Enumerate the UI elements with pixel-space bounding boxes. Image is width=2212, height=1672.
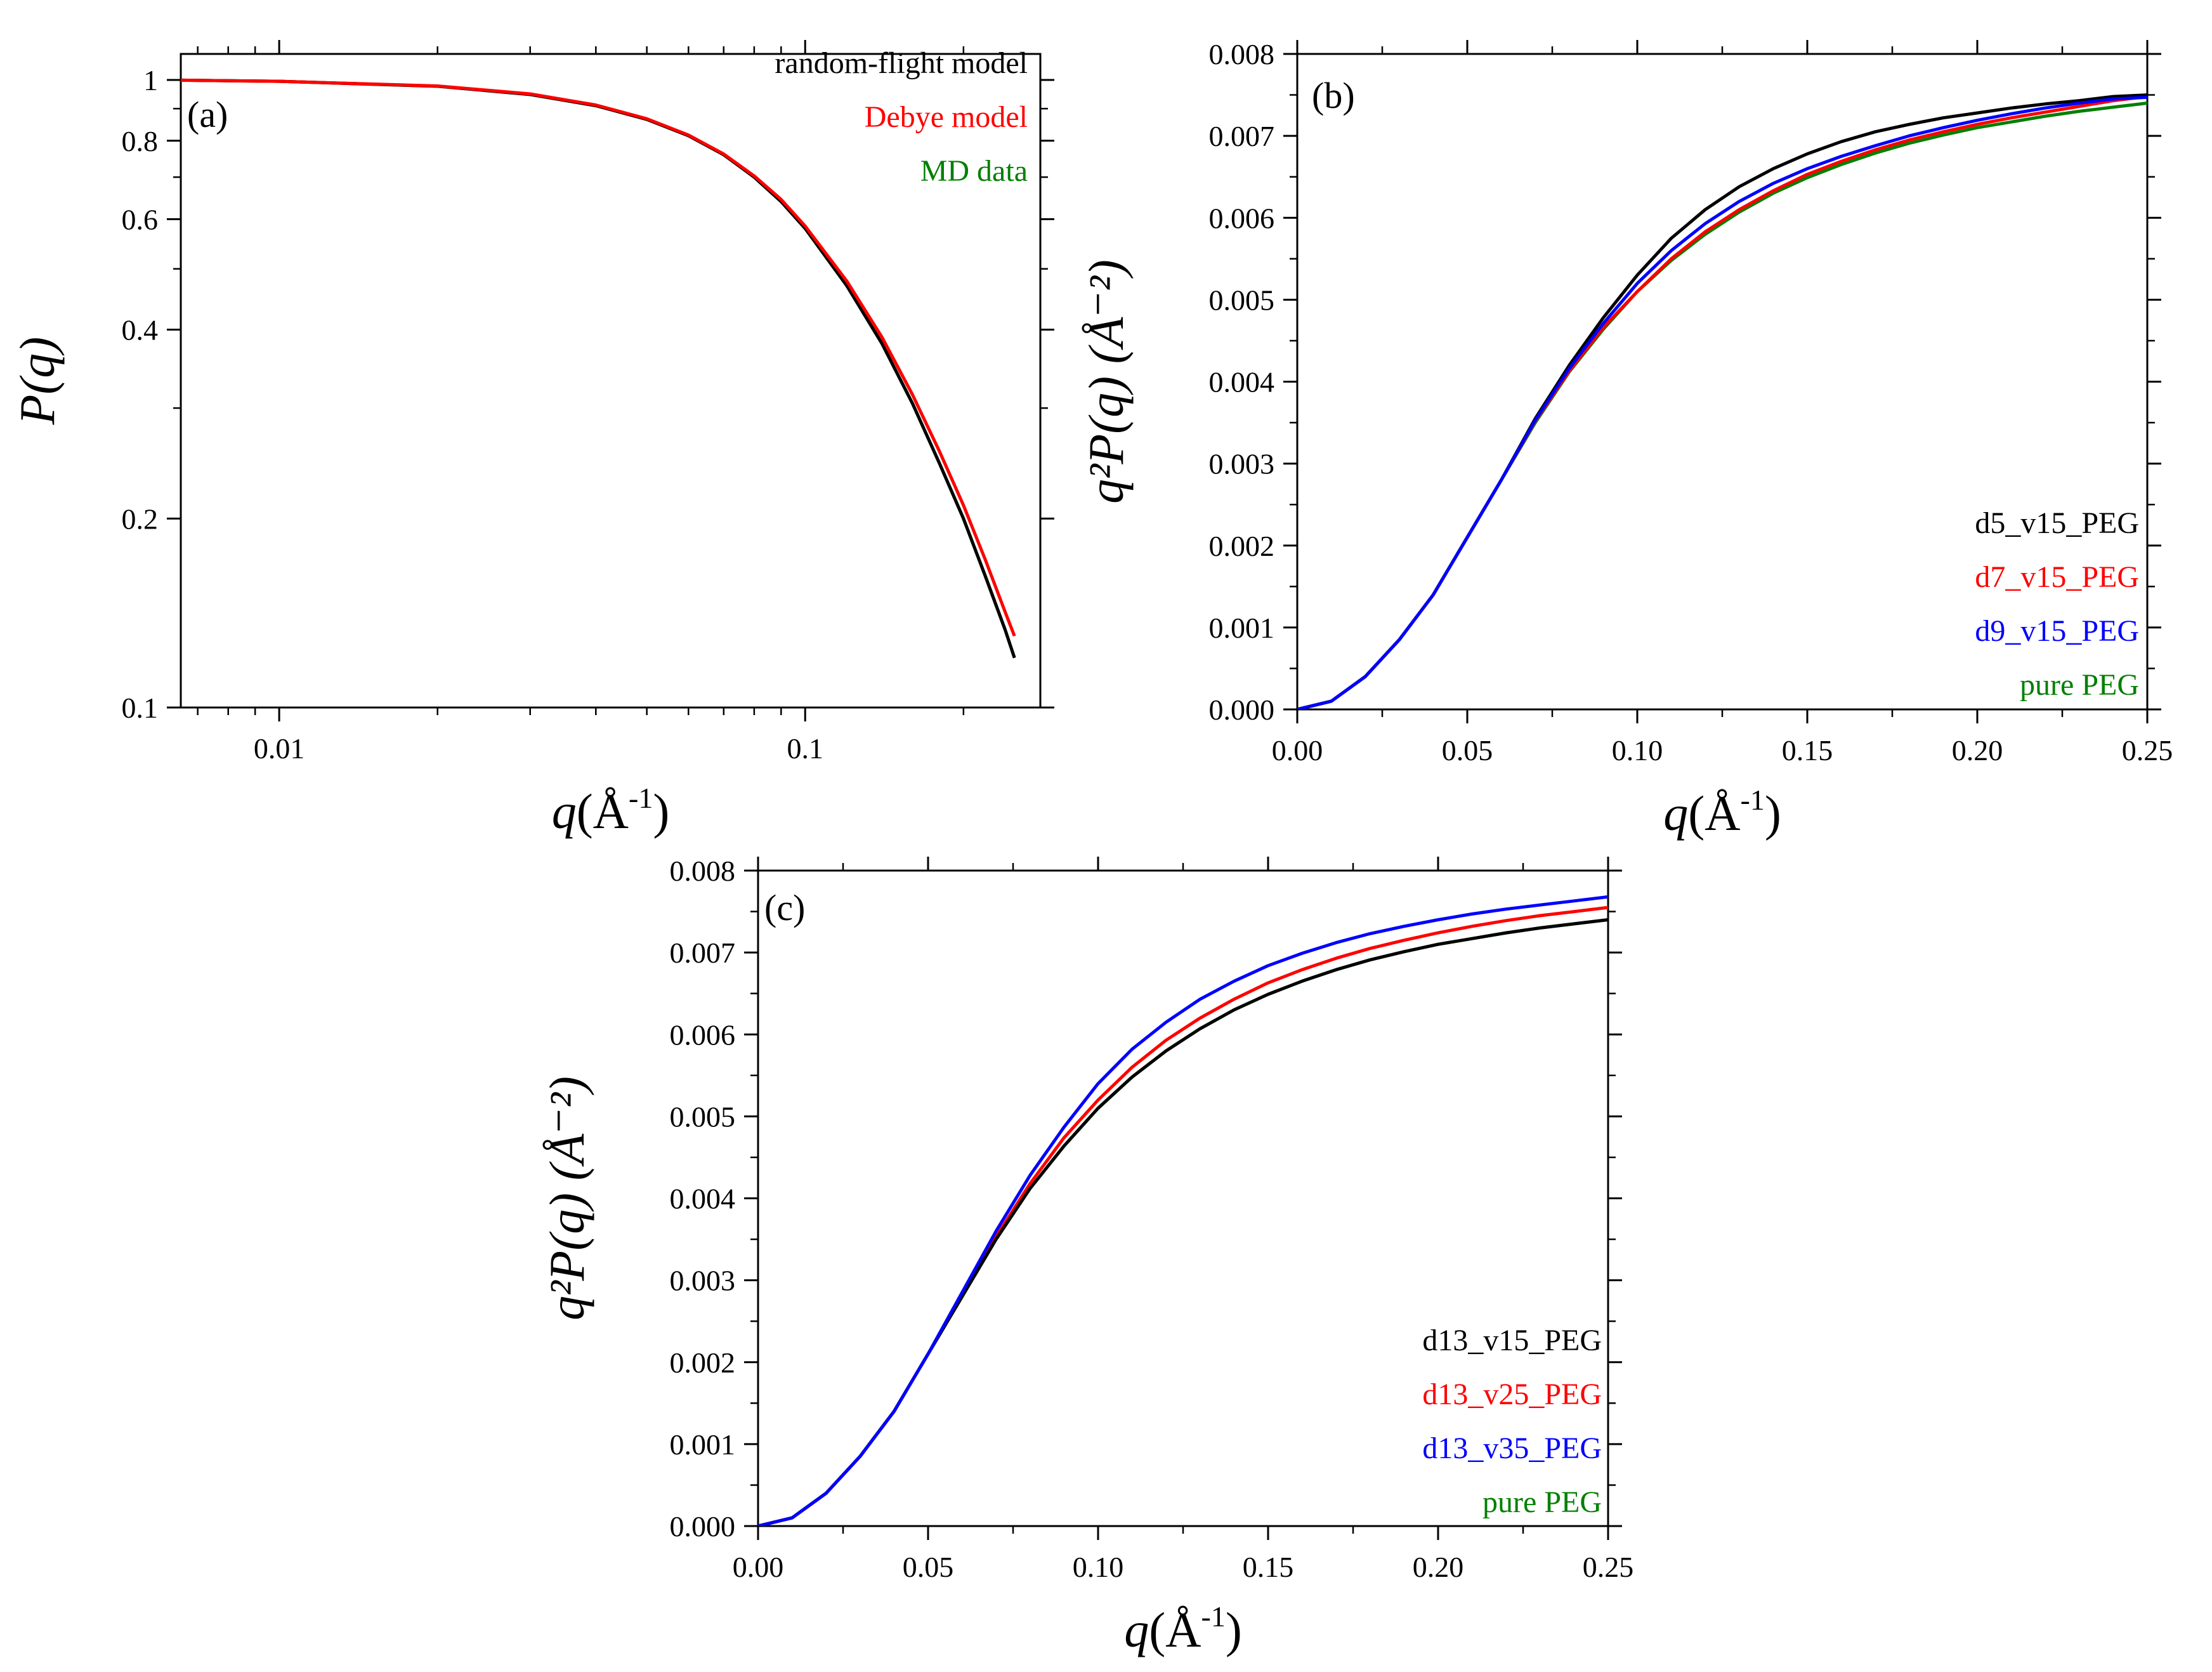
y-tick-label: 0.006 (1209, 202, 1275, 234)
y-tick-label: 0.005 (1209, 284, 1275, 316)
x-tick-label: 0.15 (1243, 1551, 1294, 1583)
legend-entry: pure PEG (2020, 668, 2139, 702)
x-tick-label: 0.05 (1442, 734, 1493, 767)
y-tick-label: 0.1 (122, 692, 159, 724)
y-tick-label: 0.006 (670, 1018, 736, 1051)
series-line-md-data (181, 78, 1016, 659)
series-line-random-flight-model (181, 78, 1016, 659)
y-axis-title: q²P(q) (Å⁻²) (1078, 260, 1134, 504)
y-tick-label: 0.6 (122, 203, 159, 235)
panel-label: (b) (1312, 75, 1355, 116)
x-tick-label: 0.10 (1073, 1551, 1124, 1583)
panel-label: (a) (187, 94, 228, 135)
x-tick-label: 0.1 (787, 732, 823, 765)
legend-entry: MD data (920, 154, 1028, 188)
x-tick-label: 0.25 (2122, 734, 2173, 767)
panel-c: 0.00 0.05 0.10 0.15 0.20 0.25 0.000 0.001 0.002 0… (539, 855, 1633, 1657)
panel-label: (c) (764, 887, 805, 928)
x-axis-title-sup: -1 (629, 782, 653, 814)
y-tick-label: 0.007 (670, 937, 736, 969)
x-axis-title: q(Å-1) (1124, 1600, 1242, 1657)
y-tick-label: 0.2 (122, 503, 159, 535)
legend-entry: d7_v15_PEG (1975, 560, 2139, 594)
y-tick-label: 0.002 (670, 1346, 736, 1379)
series-line-debye-model (181, 78, 1016, 637)
x-axis-title-close: ) (1226, 1602, 1242, 1657)
x-tick-label: 0.00 (1272, 734, 1323, 767)
y-axis-title: P(q) (10, 337, 65, 426)
plot-frame-c (757, 869, 1609, 1527)
y-tick-label: 0.003 (1209, 448, 1275, 480)
plot-frame-b (1296, 53, 2149, 711)
y-axis-title: q²P(q) (Å⁻²) (539, 1076, 594, 1320)
y-tick-label: 0.004 (1209, 366, 1275, 398)
x-axis-title-close: ) (653, 784, 669, 839)
panel-a: 0.01 0.1 1 0.8 0.6 0.4 0.2 0.1 (a) random-flight … (10, 40, 1054, 839)
x-axis-title-sup: -1 (1741, 784, 1765, 816)
x-axis-title: q(Å-1) (552, 782, 670, 839)
y-tick-label: 0.8 (122, 125, 159, 157)
series-line-d13-v35-peg (758, 895, 1608, 1526)
y-tick-label: 0.005 (670, 1100, 736, 1133)
x-tick-label: 0.05 (903, 1551, 954, 1583)
x-axis-title-var: q (552, 784, 577, 839)
y-tick-label: 0.007 (1209, 120, 1275, 152)
x-axis-title-unit: (Å (577, 784, 629, 839)
y-tick-label: 0.000 (1209, 694, 1275, 726)
y-tick-label: 0.004 (670, 1183, 736, 1215)
legend-entry: d13_v25_PEG (1422, 1378, 1602, 1411)
x-axis-title: q(Å-1) (1663, 784, 1781, 841)
y-tick-label: 0.008 (1209, 38, 1275, 70)
legend-entry: Debye model (865, 100, 1028, 134)
panel-b: 0.00 0.05 0.10 0.15 0.20 0.25 0.000 0.001 0.002 0… (1078, 38, 2173, 841)
y-tick-label: 0.001 (670, 1428, 736, 1461)
x-axis-title-close: ) (1765, 786, 1781, 841)
legend-entry: pure PEG (1482, 1485, 1602, 1519)
y-tick-label: 0.4 (122, 314, 159, 346)
y-tick-label: 0.003 (670, 1265, 736, 1297)
legend-entry: d13_v15_PEG (1422, 1324, 1602, 1357)
x-tick-label: 0.25 (1583, 1551, 1634, 1583)
x-axis-title-var: q (1663, 786, 1688, 841)
legend-entry: random-flight model (775, 46, 1028, 80)
y-tick-label: 0.000 (670, 1510, 736, 1543)
y-tick-label: 0.001 (1209, 612, 1275, 644)
x-axis-title-unit: (Å (1149, 1602, 1201, 1657)
x-tick-label: 0.01 (254, 732, 305, 765)
series-line-d9-v15-peg (1297, 95, 2147, 709)
x-tick-label: 0.20 (1952, 734, 2003, 767)
legend-entry: d9_v15_PEG (1975, 614, 2139, 648)
x-axis-title-var: q (1124, 1602, 1149, 1657)
legend-entry: d13_v35_PEG (1422, 1432, 1602, 1465)
plot-frame-a (180, 53, 1042, 709)
x-tick-label: 0.10 (1612, 734, 1663, 767)
legend-entry: d5_v15_PEG (1975, 506, 2139, 540)
x-tick-label: 0.15 (1782, 734, 1833, 767)
x-axis-title-unit: (Å (1688, 786, 1740, 841)
y-tick-label: 0.002 (1209, 530, 1275, 562)
y-tick-label: 1 (143, 64, 158, 96)
x-axis-title-sup: -1 (1201, 1600, 1226, 1633)
x-tick-label: 0.20 (1413, 1551, 1464, 1583)
y-tick-label: 0.008 (670, 855, 736, 887)
x-tick-label: 0.00 (733, 1551, 784, 1583)
